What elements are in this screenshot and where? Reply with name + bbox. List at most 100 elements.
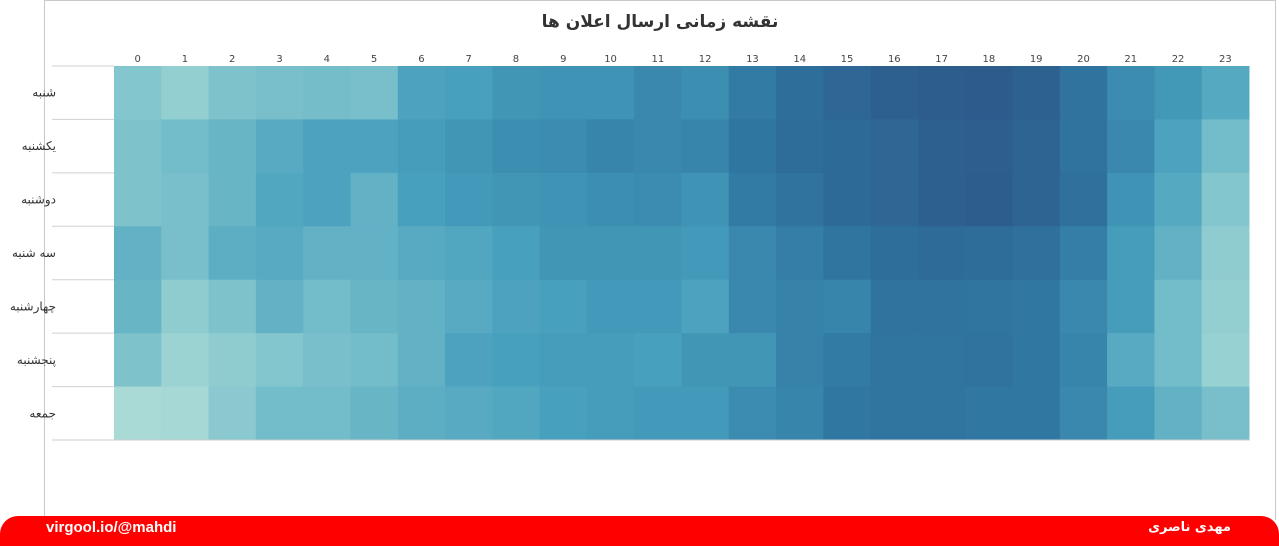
heatmap-cell [445, 119, 493, 174]
heatmap-cell [1201, 226, 1250, 281]
heatmap-cell [114, 172, 162, 227]
heatmap-cell [1154, 226, 1203, 281]
heatmap-cell [539, 66, 588, 120]
heatmap-cell [728, 119, 777, 174]
heatmap-cell [917, 333, 966, 388]
heatmap-cell [114, 386, 162, 441]
x-tick-label: 15 [841, 54, 854, 65]
heatmap-cell [1107, 66, 1155, 120]
heatmap-cell [492, 333, 541, 388]
heatmap-cell [1154, 386, 1203, 441]
heatmap-cell [255, 386, 304, 441]
heatmap-cell [161, 66, 210, 120]
heatmap-cell [539, 333, 588, 388]
y-tick-label: پنجشنبه [17, 353, 56, 367]
heatmap-cell [303, 279, 351, 334]
heatmap-cell [1107, 386, 1155, 441]
heatmap-cell [208, 172, 257, 227]
heatmap-cell [965, 66, 1014, 120]
x-tick-label: 10 [604, 54, 617, 65]
heatmap-cell [161, 279, 210, 334]
heatmap-cell [255, 333, 304, 388]
heatmap-cell [965, 333, 1014, 388]
heatmap-cell [681, 172, 730, 227]
heatmap-cell [1059, 279, 1108, 334]
heatmap-cell [1154, 172, 1203, 227]
heatmap-cell [917, 226, 966, 281]
x-tick-label: 12 [699, 54, 712, 65]
heatmap-cell [1107, 226, 1155, 281]
heatmap-cell [634, 226, 682, 281]
heatmap-cell [634, 66, 682, 120]
heatmap-cell [397, 279, 446, 334]
heatmap-cell [161, 226, 210, 281]
heatmap-cell [114, 66, 162, 120]
x-tick-label: 11 [651, 54, 664, 65]
heatmap-cell [492, 386, 541, 441]
heatmap-cell [492, 226, 541, 281]
x-tick-label: 14 [793, 54, 806, 65]
heatmap-cell [870, 333, 919, 388]
heatmap-cell [445, 279, 493, 334]
heatmap-cell [917, 386, 966, 441]
heatmap-cell [823, 119, 872, 174]
heatmap-cell [586, 279, 635, 334]
heatmap-cell [1154, 119, 1203, 174]
x-tick-label: 5 [371, 54, 377, 65]
heatmap-cell [1154, 333, 1203, 388]
heatmap-cell [397, 226, 446, 281]
heatmap-cell [681, 66, 730, 120]
heatmap-cell [255, 172, 304, 227]
heatmap-cell [161, 119, 210, 174]
x-tick-label: 3 [276, 54, 282, 65]
y-tick-label: چهارشنبه [10, 299, 56, 314]
footer-link[interactable]: virgool.io/@mahdi [46, 519, 177, 536]
heatmap-cell [776, 172, 824, 227]
heatmap-cell [728, 279, 777, 334]
heatmap-cell [1107, 119, 1155, 174]
heatmap-cell [634, 386, 682, 441]
heatmap-cell [1107, 172, 1155, 227]
heatmap-cell [728, 172, 777, 227]
heatmap-cell [776, 119, 824, 174]
heatmap-cell [350, 333, 399, 388]
heatmap-cell [681, 386, 730, 441]
x-tick-label: 8 [513, 54, 519, 65]
heatmap-cell [255, 119, 304, 174]
heatmap-cell [728, 226, 777, 281]
heatmap-cell [1201, 119, 1250, 174]
heatmap-cell [728, 386, 777, 441]
heatmap-cell [681, 333, 730, 388]
x-tick-label: 6 [418, 54, 424, 65]
y-tick-label: دوشنبه [21, 193, 56, 208]
heatmap-cell [1012, 386, 1061, 441]
heatmap-cell [870, 279, 919, 334]
heatmap-cell [492, 66, 541, 120]
heatmap-cell [823, 386, 872, 441]
heatmap-cell [776, 333, 824, 388]
heatmap-cell [1059, 386, 1108, 441]
heatmap-cell [1012, 66, 1061, 120]
heatmap-cell [350, 119, 399, 174]
heatmap-cell [870, 172, 919, 227]
heatmap-cell [208, 279, 257, 334]
heatmap-cell [1154, 66, 1203, 120]
heatmap-cell [539, 386, 588, 441]
heatmap-cell [1059, 119, 1108, 174]
heatmap-cell [350, 226, 399, 281]
heatmap-cell [1059, 226, 1108, 281]
heatmap-cell [208, 386, 257, 441]
heatmap-cell [728, 66, 777, 120]
x-tick-label: 0 [134, 54, 140, 65]
heatmap-cell [1107, 279, 1155, 334]
heatmap-cell [1012, 279, 1061, 334]
heatmap-cell [586, 386, 635, 441]
heatmap-cell [208, 66, 257, 120]
heatmap-cell [823, 333, 872, 388]
heatmap-cell [586, 226, 635, 281]
footer-bar: virgool.io/@mahdi مهدی ناصری [0, 516, 1279, 546]
heatmap-cell [161, 333, 210, 388]
x-tick-label: 23 [1219, 54, 1232, 65]
heatmap-cell [965, 119, 1014, 174]
heatmap-cell [350, 279, 399, 334]
